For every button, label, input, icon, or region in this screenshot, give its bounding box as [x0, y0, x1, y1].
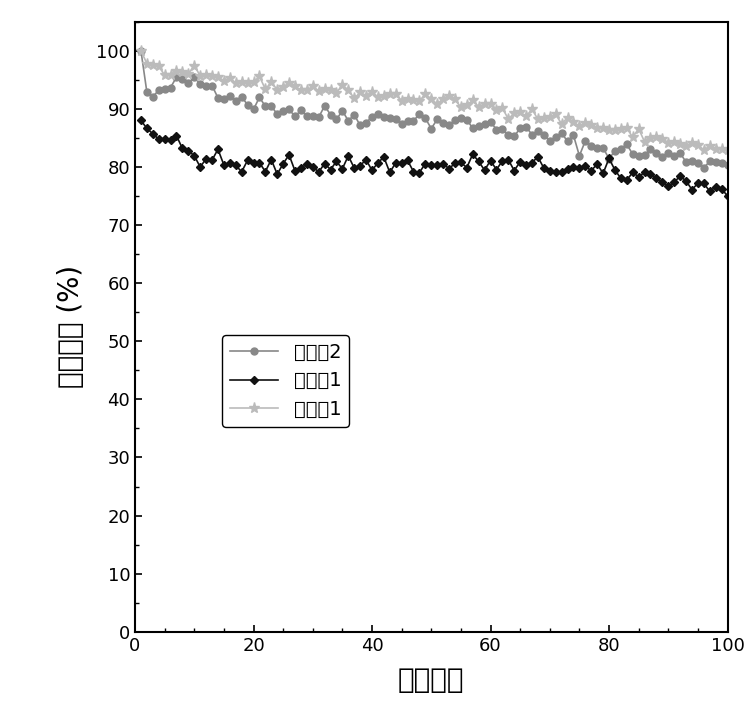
实施例1 [723, 146, 732, 155]
实施例2 [439, 119, 448, 128]
实施例2 [249, 105, 258, 113]
实施例2 [136, 46, 146, 55]
对比例1 [723, 192, 732, 200]
实施例2 [699, 164, 708, 173]
实施例2 [676, 149, 685, 157]
实施例2 [693, 159, 702, 167]
实施例2 [723, 161, 732, 169]
实施例2 [273, 110, 282, 118]
实施例1 [136, 46, 146, 55]
对比例1 [486, 157, 495, 165]
对比例1 [693, 179, 702, 187]
实施例2 [486, 117, 495, 126]
Y-axis label: 循环效率 (%): 循环效率 (%) [57, 265, 86, 388]
实施例1 [676, 140, 685, 149]
Line: 对比例1: 对比例1 [138, 117, 730, 199]
对比例1 [676, 172, 685, 181]
实施例1 [439, 94, 448, 103]
实施例1 [693, 141, 702, 150]
对比例1 [439, 159, 448, 168]
实施例1 [273, 85, 282, 94]
实施例1 [249, 78, 258, 87]
对比例1 [273, 170, 282, 179]
实施例1 [486, 99, 495, 108]
X-axis label: 循环次数: 循环次数 [398, 666, 464, 694]
对比例1 [136, 116, 146, 125]
对比例1 [249, 159, 258, 167]
Line: 实施例2: 实施例2 [137, 47, 731, 172]
Legend: 实施例2, 对比例1, 实施例1: 实施例2, 对比例1, 实施例1 [222, 335, 349, 426]
Line: 实施例1: 实施例1 [135, 45, 733, 156]
